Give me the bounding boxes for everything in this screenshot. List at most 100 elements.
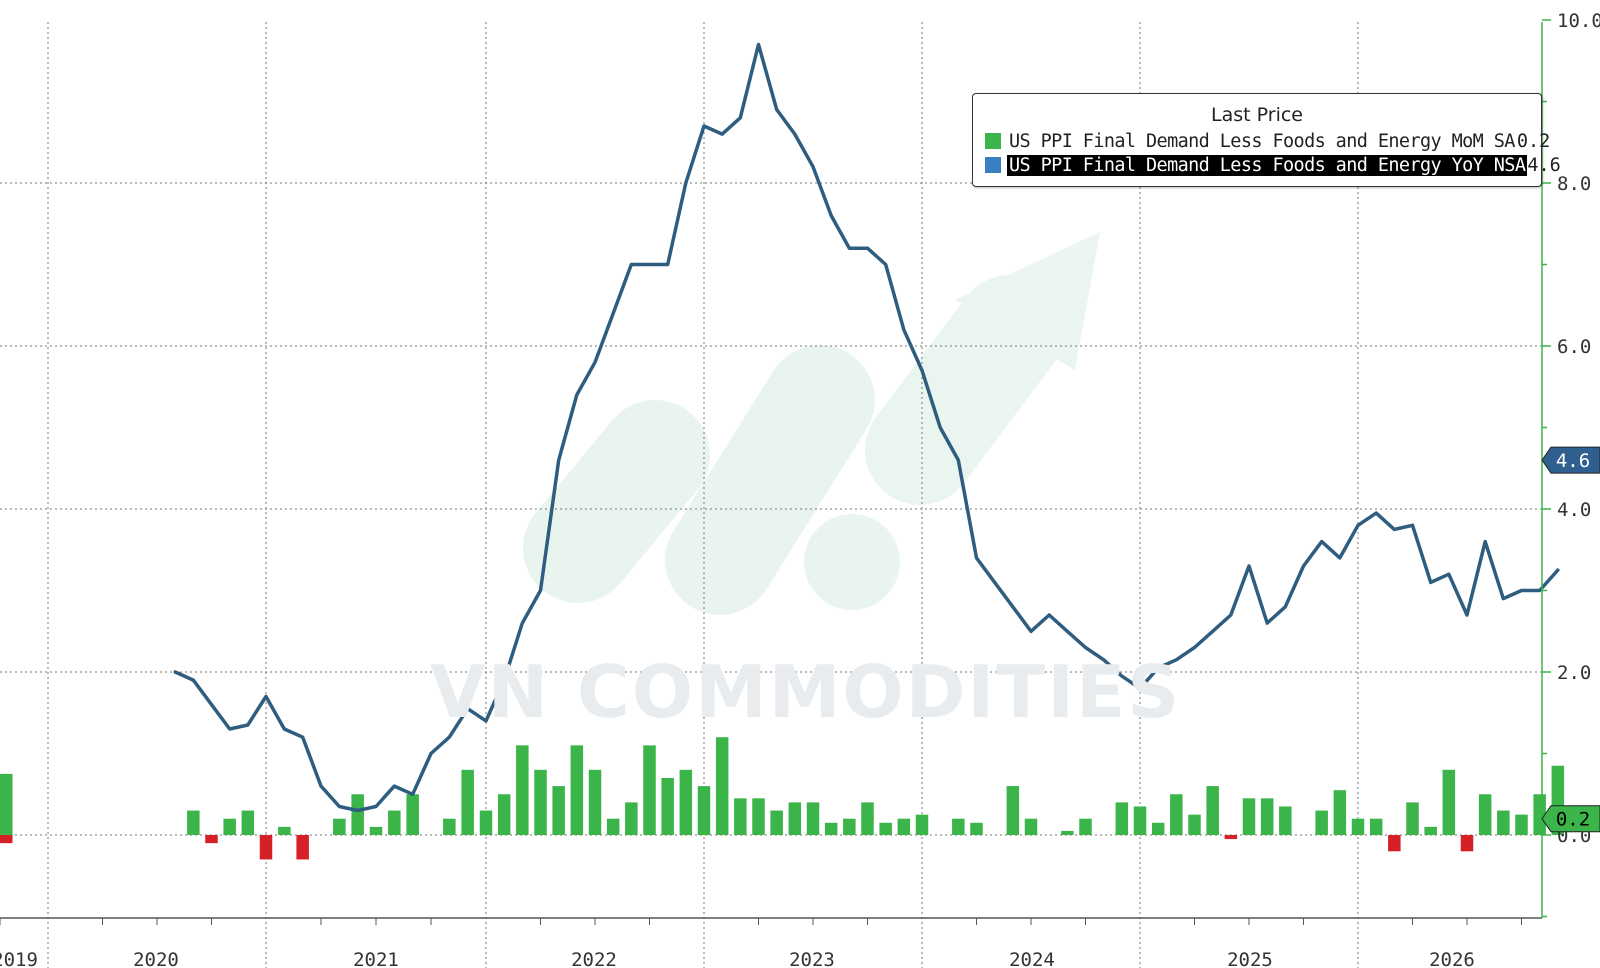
x-tick-label: 2024: [1009, 949, 1055, 968]
y-tick-label: 8.0: [1557, 173, 1591, 195]
bar: [1061, 830, 1074, 835]
bar: [606, 818, 620, 835]
bar: [497, 794, 511, 835]
bar: [443, 818, 456, 835]
bar: [0, 835, 13, 844]
x-tick-label: 2023: [789, 949, 835, 968]
bar: [552, 786, 565, 835]
bar: [897, 818, 911, 835]
bar: [187, 810, 200, 835]
bar: [879, 822, 892, 835]
bar: [1224, 835, 1238, 840]
legend-value-yoy: 4.6: [1527, 154, 1561, 176]
x-tick-label: 2019: [0, 949, 38, 968]
line-series: [173, 42, 1560, 813]
last-price-flag-yoy-text: 4.6: [1556, 450, 1590, 472]
bar: [479, 810, 493, 835]
bar: [679, 769, 693, 835]
bar: [1515, 814, 1528, 835]
bar: [734, 798, 747, 835]
x-tick-label: 2021: [353, 949, 399, 968]
bar: [534, 769, 547, 835]
bar: [516, 745, 529, 835]
bar: [861, 802, 874, 835]
legend-header: Last Price: [1211, 104, 1303, 126]
bar: [1260, 798, 1274, 835]
bar: [369, 826, 383, 835]
bar: [1460, 835, 1474, 852]
bar: [570, 745, 584, 835]
last-price-flag-yoy: 4.6: [1541, 446, 1600, 474]
bar: [1333, 790, 1347, 835]
legend-item-mom[interactable]: US PPI Final Demand Less Foods and Energ…: [985, 130, 1550, 152]
last-price-flag-yoy-shape: [1541, 446, 1600, 474]
bar: [1533, 794, 1546, 835]
y-tick-label: 6.0: [1557, 336, 1591, 358]
bar: [806, 802, 820, 835]
legend-item-yoy[interactable]: US PPI Final Demand Less Foods and Energ…: [985, 154, 1561, 176]
bar: [351, 794, 364, 835]
bar: [241, 810, 255, 835]
bar: [205, 835, 218, 844]
bar: [952, 818, 965, 835]
bar: [1478, 794, 1492, 835]
bar: [406, 794, 419, 835]
bar: [843, 818, 856, 835]
legend-swatch-yoy: [985, 157, 1001, 173]
bar: [296, 835, 309, 860]
bar: [715, 737, 729, 835]
x-tick-label: 2025: [1227, 949, 1273, 968]
bar: [1406, 802, 1419, 835]
bar: [697, 786, 711, 835]
bar: [752, 798, 765, 835]
bar: [1151, 822, 1165, 835]
y-tick-label: 10.0: [1557, 10, 1600, 32]
y-tick-label: 4.0: [1557, 499, 1591, 521]
watermark-logo: [523, 232, 1100, 615]
bar: [824, 822, 838, 835]
bar: [625, 802, 638, 835]
yoy-line: [173, 42, 1560, 813]
x-tick-label: 2022: [571, 949, 617, 968]
bar: [388, 810, 401, 835]
bar: [1133, 806, 1147, 835]
bar: [1351, 818, 1365, 835]
bar: [1369, 818, 1383, 835]
bar: [1079, 818, 1092, 835]
bar: [788, 802, 802, 835]
bar: [223, 818, 236, 835]
bar: [1424, 826, 1437, 835]
bar: [643, 745, 656, 835]
bar: [1315, 810, 1328, 835]
legend-value-mom: 0.2: [1516, 130, 1551, 152]
bar: [1242, 798, 1256, 835]
bar-series: [0, 737, 1565, 860]
bar: [915, 814, 929, 835]
legend-swatch-mom: [985, 133, 1001, 149]
x-tick-label: 2026: [1429, 949, 1475, 968]
bar: [461, 769, 474, 835]
x-tick-label: 2020: [133, 949, 179, 968]
bar: [661, 777, 674, 835]
bar: [278, 826, 291, 835]
bar: [1006, 786, 1020, 835]
bar: [1024, 818, 1038, 835]
bar: [970, 822, 983, 835]
legend-label-mom: US PPI Final Demand Less Foods and Energ…: [1009, 130, 1515, 152]
y-tick-label: 2.0: [1557, 662, 1591, 684]
bar: [1388, 835, 1401, 852]
bar: [1206, 786, 1219, 835]
bar: [1442, 769, 1456, 835]
bar: [1188, 814, 1201, 835]
last-price-flag-mom: 0.2: [1541, 805, 1600, 833]
bar: [588, 769, 602, 835]
last-price-flag-mom-shape: [1541, 805, 1600, 833]
legend-label-yoy: US PPI Final Demand Less Foods and Energ…: [1007, 154, 1528, 176]
bar: [259, 835, 273, 860]
bar: [1497, 810, 1510, 835]
legend: Last Price US PPI Final Demand Less Food…: [972, 93, 1561, 187]
bar: [770, 810, 783, 835]
bar: [0, 818, 13, 835]
bar: [1115, 802, 1129, 835]
